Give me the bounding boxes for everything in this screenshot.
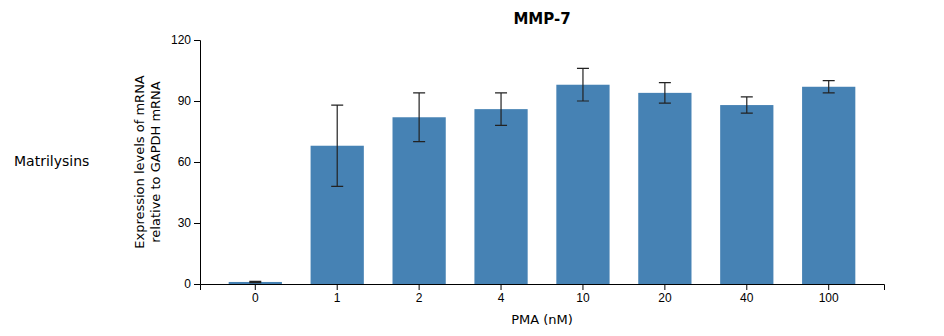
x-tick-label: 1 (334, 291, 341, 305)
x-tick-label: 40 (740, 291, 754, 305)
y-tick-mark (194, 223, 200, 224)
x-tick: 20 (658, 284, 672, 305)
y-tick-label: 30 (178, 216, 192, 230)
error-bar (495, 93, 507, 126)
error-bar (577, 68, 589, 101)
error-bar (823, 81, 835, 93)
x-tick-mark (255, 284, 256, 290)
error-bar (249, 281, 261, 282)
bar (556, 85, 609, 284)
x-tick-mark (746, 284, 747, 290)
error-bar (741, 97, 753, 113)
error-bar (659, 83, 671, 103)
x-tick: 40 (740, 284, 754, 305)
x-tick: 2 (416, 284, 423, 305)
x-tick-mark (664, 284, 665, 290)
y-tick-mark (194, 162, 200, 163)
x-tick-label: 0 (252, 291, 259, 305)
bar (474, 109, 527, 284)
y-axis-title-line: relative to GAPDH mRNA (148, 81, 163, 242)
error-bar (331, 105, 343, 186)
y-axis-title: Expression levels of mRNArelative to GAP… (132, 75, 163, 249)
y-axis-line (194, 41, 201, 285)
y-tick-label: 90 (178, 94, 192, 108)
y-tick-label: 0 (184, 277, 191, 291)
y-tick-mark (194, 284, 200, 285)
x-tick-mark (582, 284, 583, 290)
y-tick: 90 (178, 94, 200, 108)
x-tick-label: 100 (819, 291, 839, 305)
bar (638, 93, 691, 284)
error-bar (413, 93, 425, 142)
marks (229, 68, 856, 284)
x-tick-mark (501, 284, 502, 290)
x-tick-mark (828, 284, 829, 290)
x-tick: 1 (334, 284, 341, 305)
bar (720, 105, 773, 284)
y-tick: 0 (184, 277, 200, 291)
chart: 0 1 2 4 10 20 40 100 0 30 60 90 120 MMP-7 PMA (nM) Expr… (0, 0, 944, 336)
y-tick-label: 120 (171, 33, 191, 47)
annotation: Matrilysins (14, 153, 89, 169)
y-tick: 120 (171, 33, 200, 47)
bar (802, 87, 855, 284)
y-tick-mark (194, 101, 200, 102)
y-axis: 0 30 60 90 120 (171, 33, 201, 291)
x-tick-label: 10 (576, 291, 590, 305)
x-tick: 4 (498, 284, 505, 305)
y-tick: 30 (178, 216, 200, 230)
bar (393, 117, 446, 284)
x-tick-label: 2 (416, 291, 423, 305)
x-axis-title: PMA (nM) (511, 312, 573, 327)
y-axis-title-line: Expression levels of mRNA (132, 75, 147, 249)
bar (229, 282, 282, 284)
x-tick-mark (419, 284, 420, 290)
title: MMP-7 (513, 10, 570, 28)
x-tick-label: 4 (498, 291, 505, 305)
x-tick-label: 20 (658, 291, 672, 305)
x-tick: 100 (819, 284, 839, 305)
y-tick-mark (194, 40, 200, 41)
plot: 0 1 2 4 10 20 40 100 0 30 60 90 120 (171, 33, 885, 304)
x-tick-mark (337, 284, 338, 290)
x-tick: 0 (252, 284, 259, 305)
y-tick-label: 60 (178, 155, 192, 169)
x-axis: 0 1 2 4 10 20 40 100 (201, 284, 885, 305)
x-axis-line (201, 285, 885, 291)
x-tick: 10 (576, 284, 590, 305)
y-tick: 60 (178, 155, 200, 169)
